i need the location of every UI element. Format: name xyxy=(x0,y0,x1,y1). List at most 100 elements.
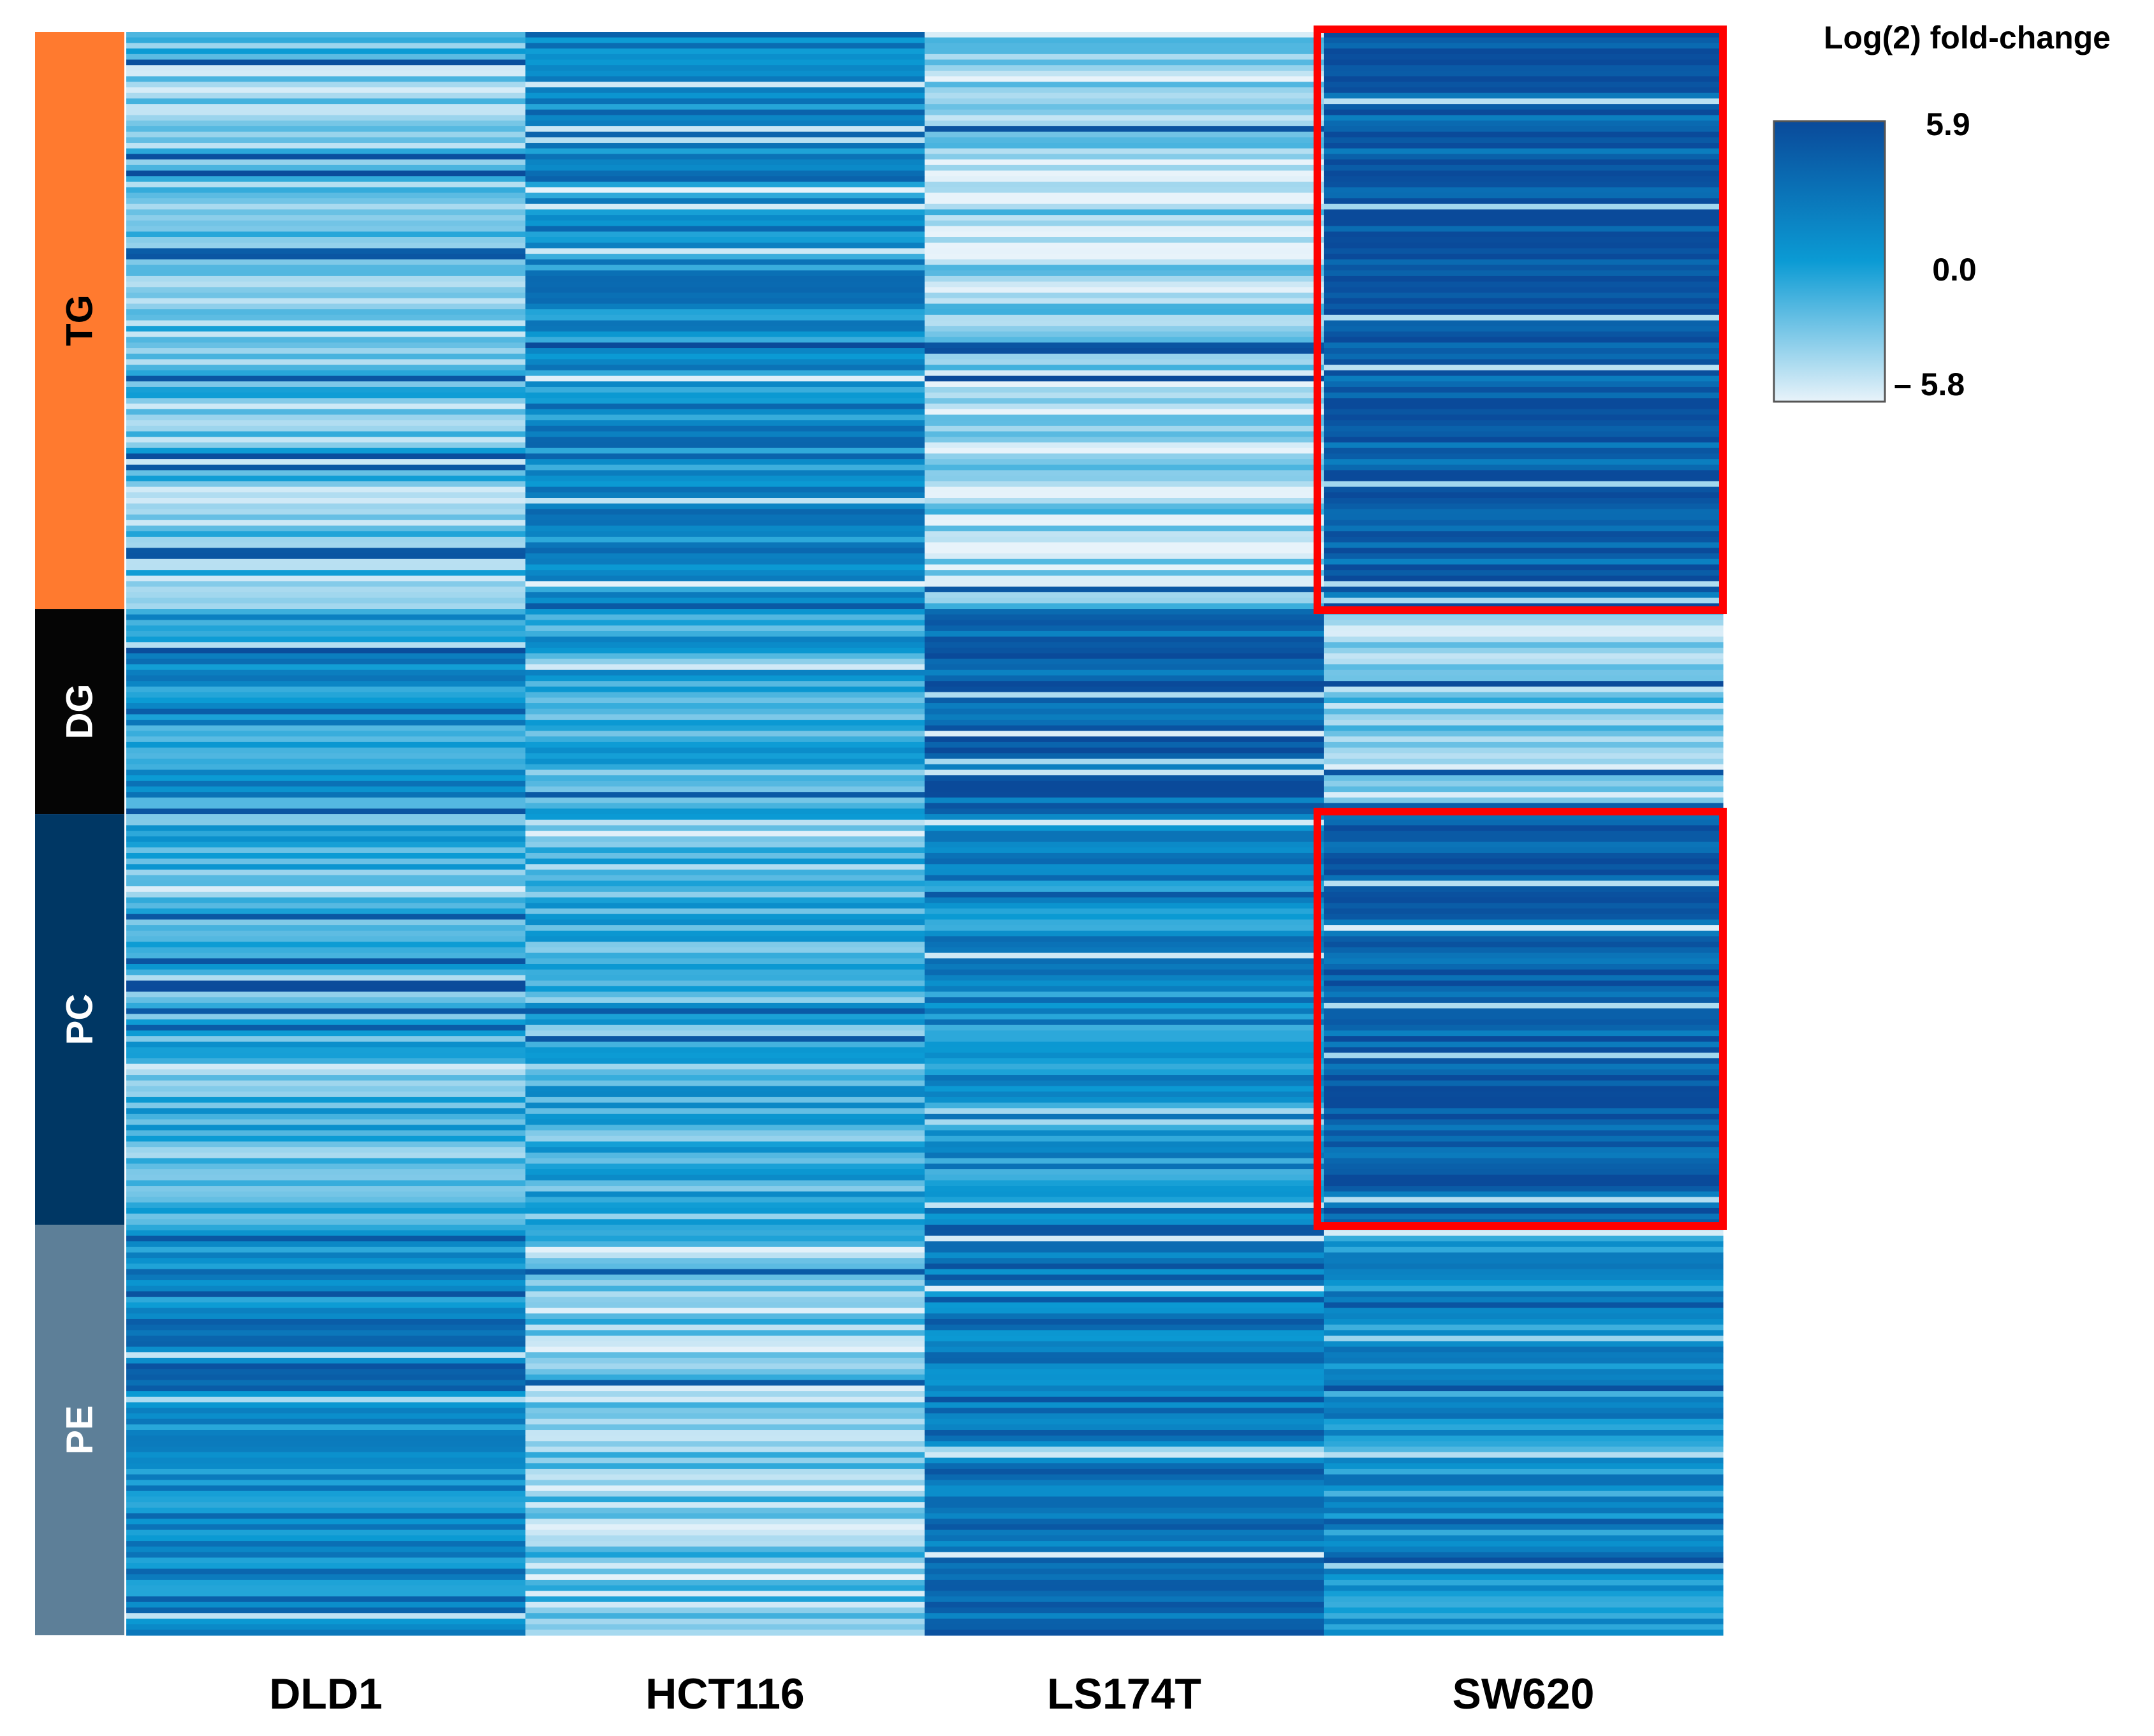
heatmap-cell xyxy=(126,1291,526,1297)
heatmap-cell xyxy=(126,353,526,360)
heatmap-cell xyxy=(925,647,1324,654)
heatmap-cell xyxy=(925,1541,1324,1547)
highlight-box-tg xyxy=(1314,26,1727,615)
heatmap-cell xyxy=(525,337,925,343)
heatmap-cell xyxy=(126,1502,526,1508)
heatmap-cell xyxy=(525,1269,925,1275)
heatmap-cell xyxy=(525,803,925,809)
heatmap-cell xyxy=(525,1430,925,1436)
heatmap-cell xyxy=(126,708,526,715)
heatmap-cell xyxy=(126,126,526,133)
heatmap-cell xyxy=(525,1263,925,1270)
heatmap-cell xyxy=(1324,1408,1724,1414)
heatmap-cell xyxy=(126,1197,526,1203)
heatmap-cell xyxy=(925,326,1324,332)
heatmap-cell xyxy=(525,642,925,648)
heatmap-cell xyxy=(525,886,925,893)
heatmap-cell xyxy=(1324,1618,1724,1625)
heatmap-cell xyxy=(525,1186,925,1192)
heatmap-cell xyxy=(525,1513,925,1519)
heatmap-cell xyxy=(126,1546,526,1553)
heatmap-cell xyxy=(126,154,526,160)
heatmap-cell xyxy=(1324,386,1724,393)
heatmap-cell xyxy=(1324,642,1724,648)
heatmap-cell xyxy=(925,437,1324,443)
heatmap-cell xyxy=(925,198,1324,205)
heatmap-cell xyxy=(525,381,925,388)
heatmap-cell xyxy=(525,148,925,155)
heatmap-cell xyxy=(126,137,526,143)
heatmap-cell xyxy=(126,1141,526,1148)
heatmap-cell xyxy=(525,193,925,199)
heatmap-cell xyxy=(525,259,925,266)
heatmap-cells xyxy=(126,32,1724,1636)
heatmap-cell xyxy=(525,1391,925,1397)
heatmap-cell xyxy=(525,675,925,682)
heatmap-cell xyxy=(126,486,526,493)
heatmap-cell xyxy=(525,975,925,981)
heatmap-cell xyxy=(925,1502,1324,1508)
heatmap-cell xyxy=(126,581,526,587)
heatmap-cell xyxy=(126,1102,526,1109)
heatmap-cell xyxy=(925,653,1324,659)
heatmap-cell xyxy=(1324,1596,1724,1603)
heatmap-cell xyxy=(1324,825,1724,831)
heatmap-cell xyxy=(525,1568,925,1575)
heatmap-cell xyxy=(525,1036,925,1042)
heatmap-cell xyxy=(1324,1341,1724,1348)
heatmap-cell xyxy=(925,215,1324,221)
heatmap-cell xyxy=(925,570,1324,576)
heatmap-cell xyxy=(1324,952,1724,959)
heatmap-cell xyxy=(925,492,1324,499)
heatmap-cell xyxy=(925,1302,1324,1309)
heatmap-cell xyxy=(925,1357,1324,1364)
heatmap-cell xyxy=(525,1435,925,1442)
heatmap-cell xyxy=(525,1357,925,1364)
heatmap-cell xyxy=(126,553,526,560)
heatmap-cell xyxy=(126,1041,526,1048)
heatmap-cell xyxy=(525,1014,925,1020)
heatmap-cell xyxy=(126,365,526,371)
heatmap-cell xyxy=(925,87,1324,94)
heatmap-cell xyxy=(925,636,1324,643)
heatmap-cell xyxy=(925,631,1324,638)
heatmap-cell xyxy=(925,875,1324,882)
heatmap-cell xyxy=(525,1524,925,1531)
heatmap-cell xyxy=(126,831,526,837)
heatmap-cell xyxy=(126,542,526,548)
heatmap-cell xyxy=(525,1285,925,1292)
heatmap-cell xyxy=(126,1002,526,1009)
heatmap-cell xyxy=(1324,548,1724,554)
heatmap-cell xyxy=(126,858,526,864)
heatmap-cell xyxy=(1324,231,1724,238)
heatmap-cell xyxy=(925,1202,1324,1209)
heatmap-cell xyxy=(1324,314,1724,321)
heatmap-cell xyxy=(126,331,526,338)
heatmap-cell xyxy=(1324,753,1724,759)
heatmap-cell xyxy=(1324,1468,1724,1475)
heatmap-cell xyxy=(925,520,1324,527)
heatmap-cell xyxy=(925,1313,1324,1320)
heatmap-cell xyxy=(925,370,1324,377)
heatmap-cell xyxy=(126,131,526,138)
heatmap-cell xyxy=(1324,587,1724,593)
heatmap-cell xyxy=(126,92,526,99)
heatmap-cell xyxy=(525,237,925,244)
heatmap-cell xyxy=(525,1552,925,1558)
heatmap-cell xyxy=(126,1308,526,1314)
heatmap-cell xyxy=(1324,636,1724,643)
heatmap-cell xyxy=(925,1546,1324,1553)
heatmap-cell xyxy=(1324,1357,1724,1364)
heatmap-cell xyxy=(126,1014,526,1020)
heatmap-cell xyxy=(1324,54,1724,61)
heatmap-cell xyxy=(925,448,1324,454)
heatmap-cell xyxy=(1324,891,1724,898)
heatmap-cell xyxy=(925,741,1324,748)
group-label-pe: PE xyxy=(59,1405,101,1454)
heatmap-cell xyxy=(126,741,526,748)
heatmap-cell xyxy=(126,109,526,116)
heatmap-cell xyxy=(525,659,925,665)
heatmap-cell xyxy=(126,76,526,82)
heatmap-cell xyxy=(126,1607,526,1614)
heatmap-cell xyxy=(925,952,1324,959)
